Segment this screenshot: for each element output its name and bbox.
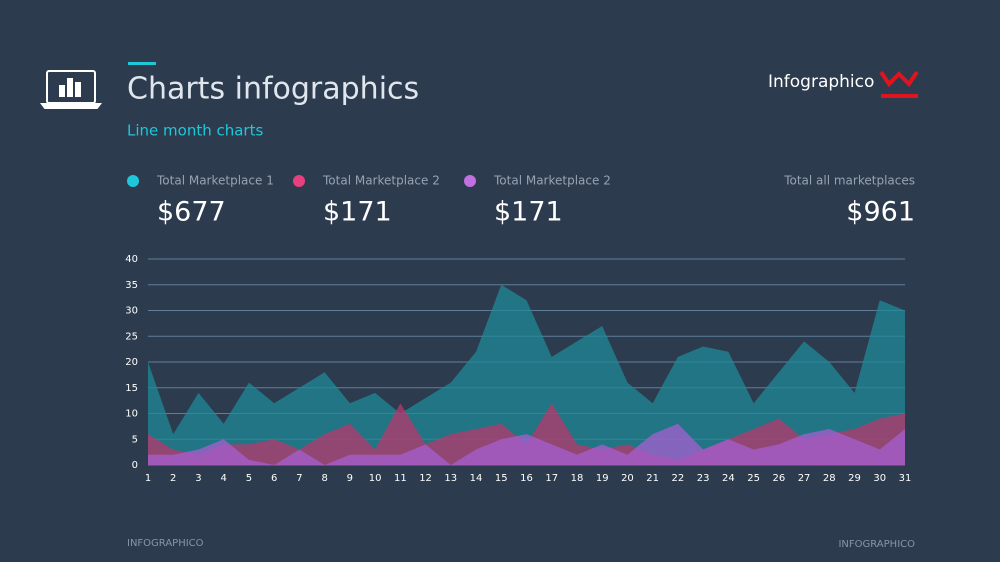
title: Charts infographics (127, 72, 419, 107)
x-tick-label: 29 (848, 473, 861, 484)
kpi-label: Total Marketplace 2 (322, 174, 440, 188)
brand: Infographico (768, 72, 874, 92)
x-tick-label: 19 (596, 473, 609, 484)
x-tick-label: 6 (271, 473, 277, 484)
y-tick-label: 30 (125, 306, 138, 317)
legend-dot (464, 175, 476, 187)
footer-right: INFOGRAPHICO (838, 539, 915, 550)
kpi-value: $961 (846, 197, 915, 228)
x-tick-label: 18 (571, 473, 584, 484)
kpi-value: $171 (323, 197, 392, 228)
subtitle: Line month charts (127, 122, 263, 140)
x-tick-label: 15 (495, 473, 508, 484)
x-tick-label: 17 (545, 473, 558, 484)
x-tick-label: 4 (221, 473, 227, 484)
x-tick-label: 21 (646, 473, 659, 484)
x-tick-label: 26 (772, 473, 785, 484)
y-tick-label: 10 (125, 409, 138, 420)
x-tick-label: 11 (394, 473, 407, 484)
laptop-icon (40, 70, 102, 109)
title-accent (128, 62, 156, 65)
x-tick-label: 5 (246, 473, 252, 484)
x-tick-label: 27 (798, 473, 811, 484)
y-tick-label: 20 (125, 357, 138, 368)
brand-logo (879, 70, 919, 98)
x-tick-label: 24 (722, 473, 735, 484)
area (148, 284, 905, 465)
x-tick-label: 28 (823, 473, 836, 484)
x-tick-label: 3 (195, 473, 201, 484)
kpi-value: $171 (494, 197, 563, 228)
x-tick-label: 8 (321, 473, 327, 484)
legend-dot (293, 175, 305, 187)
x-tick-label: 2 (170, 473, 176, 484)
y-tick-label: 25 (125, 331, 138, 342)
legend-dot (127, 175, 139, 187)
kpi-label: Total Marketplace 2 (493, 174, 611, 188)
x-tick-label: 14 (470, 473, 483, 484)
x-tick-label: 25 (747, 473, 760, 484)
y-tick-label: 40 (125, 254, 138, 265)
x-tick-label: 1 (145, 473, 151, 484)
y-tick-label: 5 (132, 434, 138, 445)
x-tick-label: 31 (899, 473, 912, 484)
x-tick-label: 20 (621, 473, 634, 484)
kpi-label: Total Marketplace 1 (156, 174, 274, 188)
y-tick-label: 0 (132, 460, 138, 471)
y-tick-label: 35 (125, 280, 138, 291)
kpi-label: Total all marketplaces (783, 174, 915, 188)
footer-left: INFOGRAPHICO (127, 538, 204, 549)
y-tick-label: 15 (125, 383, 138, 394)
x-tick-label: 13 (444, 473, 457, 484)
x-tick-label: 12 (419, 473, 432, 484)
area (148, 423, 905, 465)
x-tick-label: 16 (520, 473, 533, 484)
x-tick-label: 10 (369, 473, 382, 484)
x-tick-label: 7 (296, 473, 302, 484)
x-tick-label: 22 (672, 473, 685, 484)
x-tick-label: 30 (873, 473, 886, 484)
kpi-value: $677 (157, 197, 226, 228)
x-tick-label: 23 (697, 473, 710, 484)
x-tick-label: 9 (347, 473, 353, 484)
